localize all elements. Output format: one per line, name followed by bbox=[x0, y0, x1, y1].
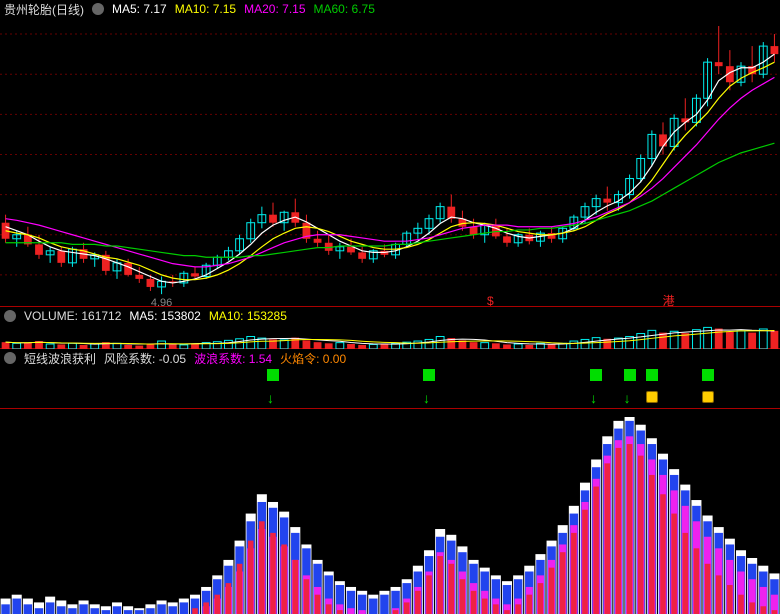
signal-box bbox=[423, 369, 435, 381]
volume-panel: VOLUME: 161712 MA5: 153802 MA10: 153285 bbox=[0, 307, 780, 349]
volume-label: VOLUME: 161712 bbox=[24, 309, 121, 323]
volume-chart-area[interactable] bbox=[0, 325, 780, 348]
risk-label: 风险系数: -0.05 bbox=[104, 350, 186, 367]
ma10-label: MA10: 7.15 bbox=[175, 2, 236, 16]
price-svg: 4.96 $ 港 bbox=[0, 18, 780, 307]
chart-container: 贵州轮胎(日线) MA5: 7.17 MA10: 7.15 MA20: 7.15… bbox=[0, 0, 780, 614]
histogram-svg bbox=[0, 409, 780, 614]
expand-icon[interactable] bbox=[4, 352, 16, 364]
signal-header: 短线波浪获利 风险系数: -0.05 波浪系数: 1.54 火焰令: 0.00 bbox=[0, 349, 780, 367]
signal-panel: 短线波浪获利 风险系数: -0.05 波浪系数: 1.54 火焰令: 0.00 … bbox=[0, 349, 780, 409]
svg-text:4.96: 4.96 bbox=[151, 297, 172, 307]
signal-title: 短线波浪获利 bbox=[24, 350, 96, 367]
down-arrow-icon: ↓ bbox=[624, 391, 631, 405]
stock-title: 贵州轮胎(日线) bbox=[4, 1, 84, 18]
ma5-label: MA5: 7.17 bbox=[112, 2, 167, 16]
price-header: 贵州轮胎(日线) MA5: 7.17 MA10: 7.15 MA20: 7.15… bbox=[0, 0, 780, 18]
wave-label: 波浪系数: 1.54 bbox=[194, 350, 272, 367]
signal-box bbox=[590, 369, 602, 381]
signal-box bbox=[646, 369, 658, 381]
expand-icon[interactable] bbox=[4, 310, 16, 322]
signal-box bbox=[267, 369, 279, 381]
fire-label: 火焰令: 0.00 bbox=[280, 350, 346, 367]
signal-box bbox=[702, 369, 714, 381]
down-arrow-icon: ↓ bbox=[423, 391, 430, 405]
price-chart-area[interactable]: 4.96 $ 港 bbox=[0, 18, 780, 306]
volume-header: VOLUME: 161712 MA5: 153802 MA10: 153285 bbox=[0, 307, 780, 325]
price-panel: 贵州轮胎(日线) MA5: 7.17 MA10: 7.15 MA20: 7.15… bbox=[0, 0, 780, 307]
ma60-label: MA60: 6.75 bbox=[314, 2, 375, 16]
svg-text:港: 港 bbox=[663, 294, 675, 307]
signal-box bbox=[624, 369, 636, 381]
vol-ma10-label: MA10: 153285 bbox=[209, 309, 287, 323]
svg-text:$: $ bbox=[487, 294, 494, 307]
down-arrow-icon: ↓ bbox=[267, 391, 274, 405]
coin-icon bbox=[702, 391, 714, 403]
down-arrow-icon: ↓ bbox=[590, 391, 597, 405]
coin-icon bbox=[646, 391, 658, 403]
histogram-panel bbox=[0, 409, 780, 614]
signal-chart-area[interactable]: ↓ ↓ ↓ ↓ bbox=[0, 367, 780, 408]
ma20-label: MA20: 7.15 bbox=[244, 2, 305, 16]
expand-icon[interactable] bbox=[92, 3, 104, 15]
vol-ma5-label: MA5: 153802 bbox=[129, 309, 200, 323]
volume-svg bbox=[0, 325, 780, 349]
